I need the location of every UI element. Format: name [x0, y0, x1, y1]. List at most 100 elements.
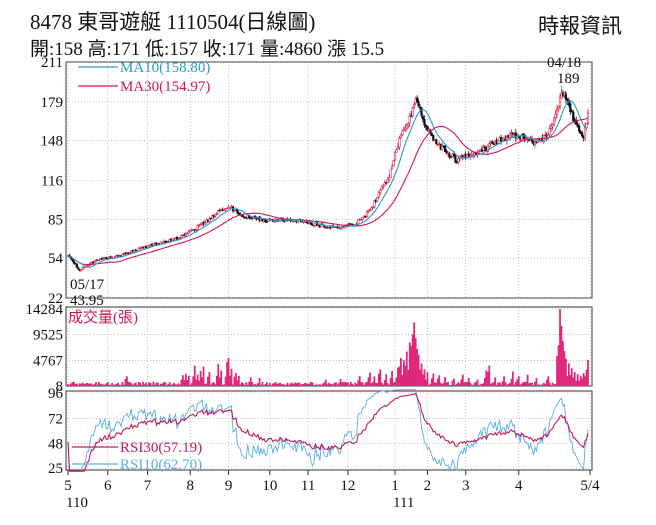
- volume-bar: [99, 383, 102, 386]
- volume-bar: [86, 382, 89, 386]
- candle-body: [393, 152, 397, 161]
- volume-bar: [201, 377, 203, 386]
- volume-bar: [245, 382, 248, 386]
- volume-bar: [451, 380, 454, 386]
- volume-bar: [520, 383, 523, 386]
- volume-bar: [478, 385, 480, 386]
- candle-body: [390, 166, 394, 170]
- candle-body: [386, 179, 389, 183]
- candle-body: [367, 210, 370, 212]
- volume-bar: [537, 384, 539, 386]
- axis-labels: 5 6 7 8 9 10 11 12 1 2 3 4 5/42111791481168554221428…: [26, 55, 601, 511]
- candle-body: [569, 103, 572, 113]
- volume-bar: [80, 383, 83, 386]
- volume-bar: [198, 380, 201, 386]
- candle-body: [224, 208, 227, 211]
- candle-body: [199, 224, 202, 226]
- volume-bar: [473, 382, 476, 386]
- volume-bar: [156, 382, 159, 386]
- price-y-tick-label: 179: [41, 95, 64, 111]
- volume-bar: [514, 381, 517, 386]
- volume-bar: [70, 383, 72, 386]
- candle-body: [97, 259, 101, 261]
- volume-bar: [461, 374, 464, 386]
- volume-bar: [190, 383, 193, 386]
- candle-body: [586, 111, 590, 124]
- candle-body: [438, 143, 441, 145]
- volume-bar: [402, 360, 405, 386]
- volume-bar: [108, 384, 111, 386]
- volume-bar: [436, 378, 439, 386]
- volume-bar: [584, 376, 586, 386]
- volume-bar: [321, 383, 324, 386]
- volume-bar: [349, 381, 352, 386]
- volume-bar: [354, 382, 357, 386]
- volume-bar: [423, 369, 426, 386]
- volume-bar: [392, 382, 395, 386]
- candle-body: [237, 212, 240, 215]
- candle-body: [530, 139, 534, 142]
- volume-bar: [184, 373, 187, 386]
- volume-bar: [168, 382, 171, 386]
- volume-bar: [174, 384, 177, 386]
- volume-bar: [467, 377, 470, 386]
- volume-bar: [507, 383, 510, 386]
- volume-bar: [433, 382, 436, 386]
- volume-bar: [441, 384, 444, 386]
- volume-bar: [476, 379, 479, 386]
- x-tick-label: 1: [391, 478, 399, 494]
- year-label-110: 110: [66, 495, 88, 511]
- volume-bar: [257, 383, 259, 386]
- candle-body: [380, 186, 383, 191]
- volume-bar: [307, 383, 310, 386]
- volume-bar: [366, 381, 368, 386]
- candle-body: [477, 151, 481, 154]
- volume-bar: [161, 383, 164, 386]
- volume-bar: [435, 382, 438, 386]
- volume-bar: [295, 383, 298, 386]
- candle-body: [217, 210, 220, 215]
- volume-bar: [111, 383, 114, 386]
- volume-bar: [252, 384, 255, 386]
- volume-bar: [395, 377, 398, 386]
- volume-bar: [267, 384, 270, 386]
- volume-bar: [498, 382, 501, 386]
- candle-body: [553, 117, 556, 125]
- volume-bar: [419, 369, 421, 386]
- candle-body: [233, 210, 236, 212]
- volume-bar: [189, 384, 192, 386]
- volume-bar: [268, 383, 271, 386]
- volume-bar: [146, 384, 149, 386]
- volume-bar: [301, 384, 304, 386]
- volume-bar: [373, 376, 376, 386]
- volume-bar: [230, 368, 233, 386]
- volume-bar: [124, 378, 127, 386]
- volume-bar: [482, 383, 485, 386]
- volume-bar: [186, 380, 189, 386]
- volume-bar: [134, 382, 137, 386]
- volume-bar: [526, 374, 529, 386]
- candle-body: [407, 123, 410, 126]
- candle-body: [351, 223, 354, 226]
- candle-body: [432, 134, 435, 141]
- volume-bar: [489, 383, 492, 386]
- volume-bar: [501, 381, 504, 386]
- volume-bar: [314, 384, 317, 386]
- volume-bar: [151, 384, 153, 386]
- volume-bar: [386, 383, 389, 386]
- candle-body: [446, 152, 450, 154]
- volume-bar: [154, 384, 156, 386]
- rsi30-line: [67, 393, 589, 472]
- candle-body: [373, 200, 376, 208]
- volume-bar: [220, 370, 223, 386]
- volume-bar: [327, 382, 330, 386]
- ma30-line: [67, 117, 589, 266]
- volume-bar: [131, 384, 134, 386]
- candle-body: [134, 249, 137, 251]
- volume-bar: [391, 370, 393, 386]
- volume-bar: [335, 382, 338, 386]
- candle-body: [77, 267, 80, 270]
- ma30-legend-label: MA30(154.97): [120, 79, 210, 95]
- volume-bar: [548, 382, 551, 386]
- candle-body: [172, 238, 176, 240]
